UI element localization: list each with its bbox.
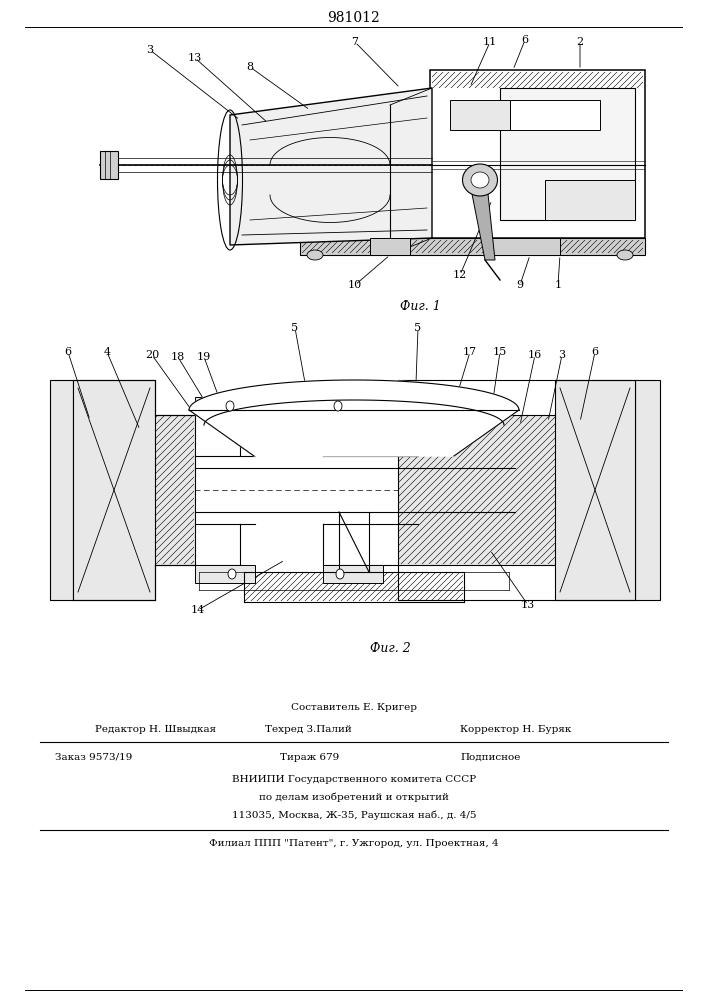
Polygon shape xyxy=(195,565,255,583)
Bar xyxy=(399,416,634,564)
Ellipse shape xyxy=(307,250,323,260)
Ellipse shape xyxy=(336,569,344,579)
Ellipse shape xyxy=(334,401,342,411)
Text: 14: 14 xyxy=(191,605,205,615)
Polygon shape xyxy=(635,380,660,600)
Text: по делам изобретений и открытий: по делам изобретений и открытий xyxy=(259,792,449,802)
Ellipse shape xyxy=(471,172,489,188)
Text: 18: 18 xyxy=(171,352,185,362)
Polygon shape xyxy=(545,180,635,220)
Text: Техред З.Палий: Техред З.Палий xyxy=(265,725,352,734)
Text: 9: 9 xyxy=(516,280,524,290)
Bar xyxy=(546,181,634,219)
Bar xyxy=(324,566,382,582)
Text: 113035, Москва, Ж-35, Раушская наб., д. 4/5: 113035, Москва, Ж-35, Раушская наб., д. … xyxy=(232,810,477,820)
Polygon shape xyxy=(490,238,560,255)
Bar xyxy=(196,566,254,582)
Ellipse shape xyxy=(462,164,498,196)
Polygon shape xyxy=(370,238,410,255)
Text: 12: 12 xyxy=(453,270,467,280)
Polygon shape xyxy=(73,380,155,600)
Bar xyxy=(74,416,194,564)
Text: Корректор Н. Буряк: Корректор Н. Буряк xyxy=(460,725,571,734)
Text: 19: 19 xyxy=(197,352,211,362)
Bar xyxy=(75,382,153,598)
Bar xyxy=(245,573,463,601)
Text: 8: 8 xyxy=(247,62,254,72)
Text: 20: 20 xyxy=(145,350,159,360)
Text: 4: 4 xyxy=(103,347,110,357)
Text: 2: 2 xyxy=(576,37,583,47)
Text: 17: 17 xyxy=(463,347,477,357)
Polygon shape xyxy=(555,380,635,600)
Bar xyxy=(302,240,643,253)
Polygon shape xyxy=(323,397,383,415)
Text: 6: 6 xyxy=(522,35,529,45)
Text: 16: 16 xyxy=(528,350,542,360)
Text: 7: 7 xyxy=(351,37,358,47)
Polygon shape xyxy=(450,100,510,130)
Text: 13: 13 xyxy=(521,600,535,610)
Polygon shape xyxy=(73,415,195,565)
Polygon shape xyxy=(500,88,635,220)
Bar xyxy=(324,398,382,414)
Ellipse shape xyxy=(617,250,633,260)
Text: 6: 6 xyxy=(64,347,71,357)
Text: 3: 3 xyxy=(146,45,153,55)
Text: 10: 10 xyxy=(348,280,362,290)
Text: Тираж 679: Тираж 679 xyxy=(280,753,339,762)
Text: Заказ 9573/19: Заказ 9573/19 xyxy=(55,753,132,762)
Text: 11: 11 xyxy=(483,37,497,47)
Polygon shape xyxy=(430,70,645,238)
Text: Филиал ППП "Патент", г. Ужгород, ул. Проектная, 4: Филиал ППП "Патент", г. Ужгород, ул. Про… xyxy=(209,839,499,848)
Text: 6: 6 xyxy=(592,347,599,357)
Text: 5: 5 xyxy=(414,323,421,333)
Text: Фиг. 2: Фиг. 2 xyxy=(370,642,410,655)
Polygon shape xyxy=(189,380,519,456)
Polygon shape xyxy=(510,100,600,130)
Text: 981012: 981012 xyxy=(327,11,380,25)
Polygon shape xyxy=(472,194,495,260)
Ellipse shape xyxy=(226,401,234,411)
Text: Составитель Е. Кригер: Составитель Е. Кригер xyxy=(291,703,417,712)
Bar xyxy=(451,101,509,129)
Text: Редактор Н. Швыдкая: Редактор Н. Швыдкая xyxy=(95,725,216,734)
Polygon shape xyxy=(300,238,645,255)
Polygon shape xyxy=(398,415,635,565)
Text: 5: 5 xyxy=(291,323,298,333)
Text: 13: 13 xyxy=(188,53,202,63)
Polygon shape xyxy=(100,151,118,179)
Text: 3: 3 xyxy=(559,350,566,360)
Text: ВНИИПИ Государственного комитета СССР: ВНИИПИ Государственного комитета СССР xyxy=(232,775,476,784)
Text: Подписное: Подписное xyxy=(460,753,520,762)
Polygon shape xyxy=(195,397,255,415)
Text: Фиг. 1: Фиг. 1 xyxy=(399,300,440,313)
Text: 1: 1 xyxy=(554,280,561,290)
Bar xyxy=(432,72,643,88)
Bar xyxy=(557,382,633,598)
Ellipse shape xyxy=(228,569,236,579)
Bar xyxy=(196,398,254,414)
Polygon shape xyxy=(323,565,383,583)
Polygon shape xyxy=(50,380,73,600)
Polygon shape xyxy=(230,88,432,245)
Text: 15: 15 xyxy=(493,347,507,357)
